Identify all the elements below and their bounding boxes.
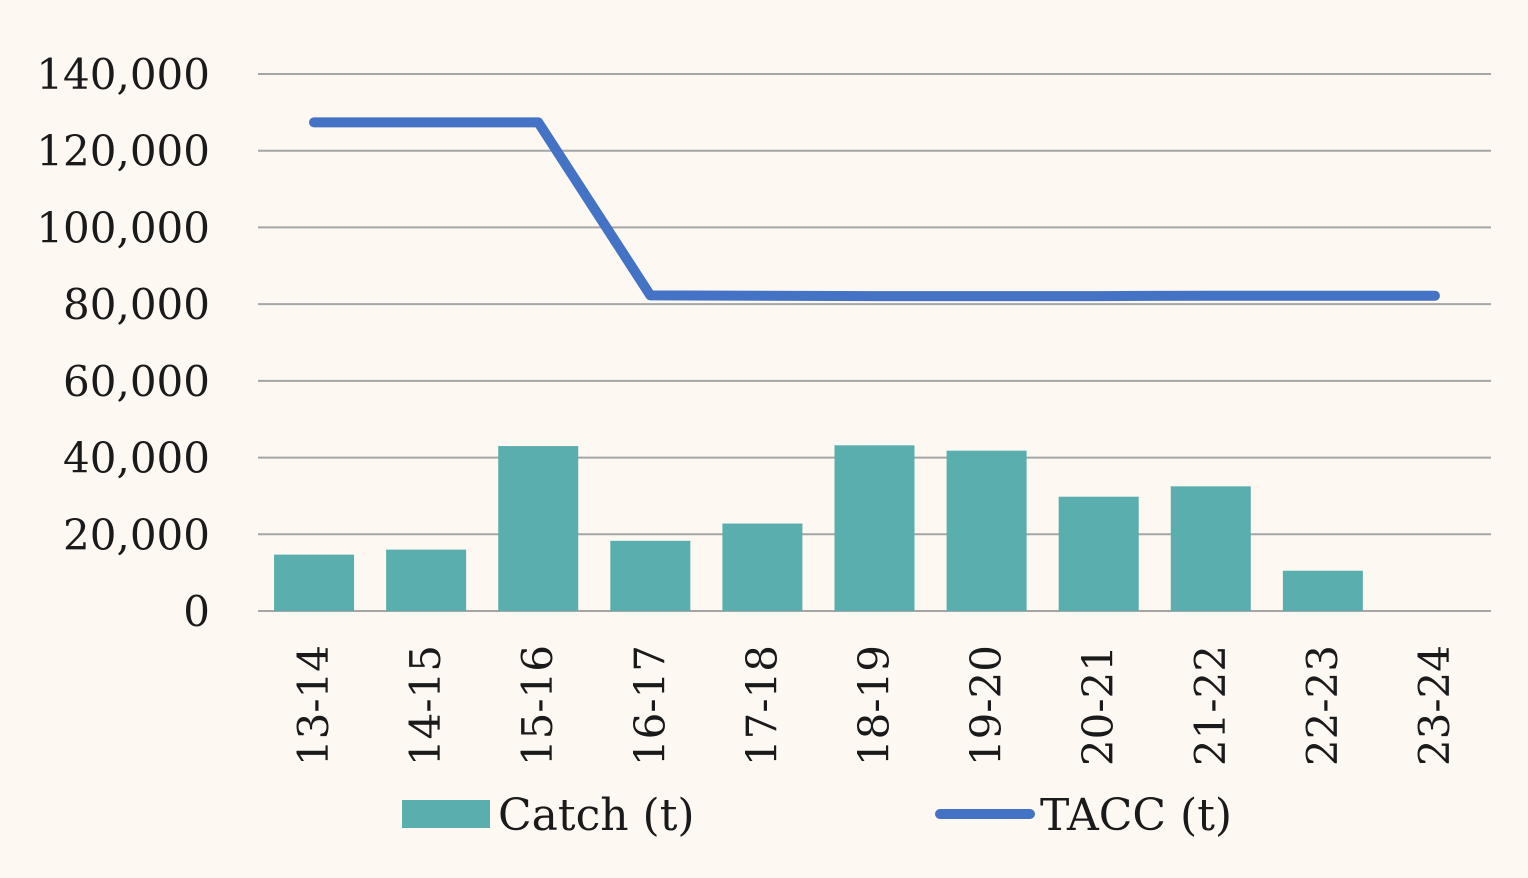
bar-21-22 bbox=[1170, 486, 1251, 611]
x-tick-label-13-14: 13-14 bbox=[289, 645, 338, 766]
bar-17-18 bbox=[722, 523, 803, 611]
y-tick-label-5: 100,000 bbox=[36, 203, 210, 252]
y-tick-label-2: 40,000 bbox=[63, 434, 210, 483]
x-tick-label-21-22: 21-22 bbox=[1186, 645, 1235, 766]
tacc-line-path bbox=[309, 117, 1440, 302]
x-tick-label-19-20: 19-20 bbox=[962, 645, 1011, 766]
y-tick-label-7: 140,000 bbox=[36, 50, 210, 99]
y-tick-label-3: 60,000 bbox=[63, 357, 210, 406]
x-axis-ticks: 13-14 14-15 15-16 16-17 17-18 18-19 19-20 20-21… bbox=[289, 645, 1459, 766]
y-tick-label-4: 80,000 bbox=[63, 280, 210, 329]
bar-19-20 bbox=[946, 450, 1027, 611]
bar-14-15 bbox=[386, 549, 467, 611]
x-tick-label-14-15: 14-15 bbox=[401, 645, 450, 766]
x-tick-label-18-19: 18-19 bbox=[850, 645, 899, 766]
y-tick-label-6: 120,000 bbox=[36, 127, 210, 176]
legend-swatch-catch bbox=[402, 800, 490, 828]
bar-18-19 bbox=[834, 445, 915, 611]
bar-15-16 bbox=[498, 446, 579, 611]
x-tick-label-15-16: 15-16 bbox=[513, 645, 562, 766]
legend: Catch (t) TACC (t) bbox=[402, 790, 1232, 841]
y-tick-label-0: 0 bbox=[183, 587, 210, 636]
bar-13-14 bbox=[274, 554, 355, 611]
x-tick-label-23-24: 23-24 bbox=[1410, 645, 1459, 766]
bar-16-17 bbox=[610, 540, 691, 611]
y-axis-ticks: 0 20,000 40,000 60,000 80,000 100,000 120,000 1… bbox=[36, 50, 210, 636]
x-tick-label-16-17: 16-17 bbox=[625, 645, 674, 766]
legend-label-tacc: TACC (t) bbox=[1040, 790, 1232, 841]
x-tick-label-17-18: 17-18 bbox=[737, 645, 786, 766]
tacc-line bbox=[309, 117, 1440, 302]
y-tick-label-1: 20,000 bbox=[63, 510, 210, 559]
bar-22-23 bbox=[1282, 570, 1363, 611]
legend-label-catch: Catch (t) bbox=[498, 790, 695, 841]
bar-20-21 bbox=[1058, 496, 1139, 611]
catch-bars bbox=[274, 445, 1363, 611]
x-tick-label-22-23: 22-23 bbox=[1298, 645, 1347, 766]
x-tick-label-20-21: 20-21 bbox=[1074, 645, 1123, 766]
